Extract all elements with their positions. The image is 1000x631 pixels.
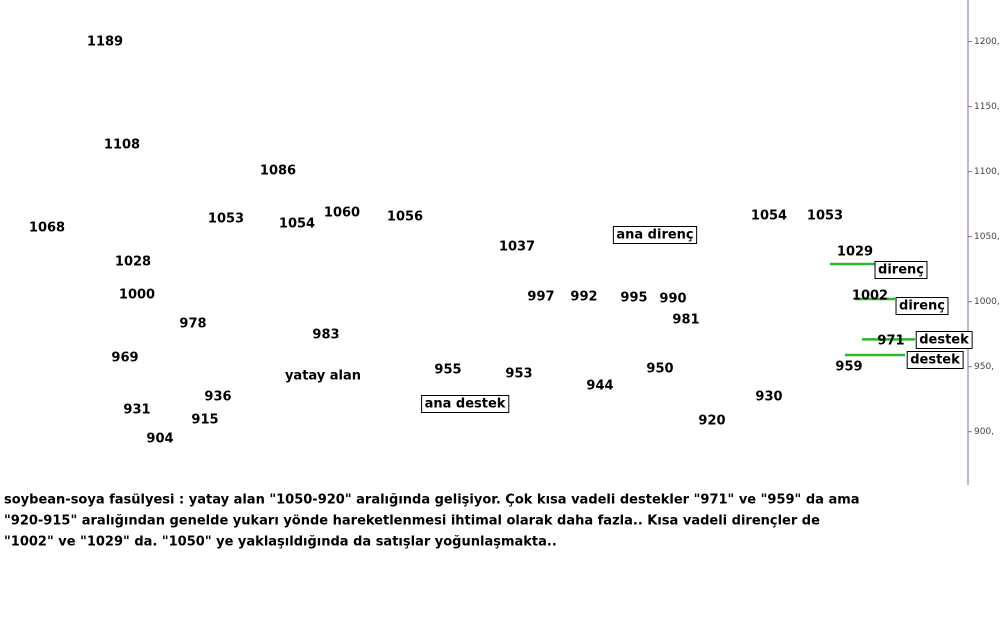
comment-line: soybean-soya fasülyesi : yatay alan "105… <box>4 493 860 508</box>
price-annotation: 1037 <box>499 240 535 255</box>
price-annotation: 983 <box>312 328 339 343</box>
price-annotation: 931 <box>123 403 150 418</box>
price-annotation: 904 <box>146 432 173 447</box>
price-annotation: 995 <box>620 291 647 306</box>
price-annotation: 997 <box>527 290 554 305</box>
price-annotation: 981 <box>672 313 699 328</box>
zone-label: ana destek <box>425 397 506 412</box>
price-annotation: 1189 <box>87 35 123 50</box>
comment-line: "1002" ve "1029" da. "1050" ye yaklaşıld… <box>4 535 557 550</box>
price-annotation: 1053 <box>208 212 244 227</box>
price-annotation: 978 <box>179 317 206 332</box>
price-annotation: 950 <box>646 362 673 377</box>
y-tick-label: 1000, <box>974 297 1000 307</box>
label-box <box>895 297 949 315</box>
price-annotation: 944 <box>586 379 613 394</box>
price-annotation: 920 <box>698 414 725 429</box>
label-box <box>421 395 510 413</box>
level-label: direnç <box>878 263 924 278</box>
price-annotation: 1053 <box>807 209 843 224</box>
price-annotation: 1054 <box>279 217 315 232</box>
label-box <box>906 351 964 369</box>
price-annotation: 1028 <box>115 255 151 270</box>
y-tick-label: 1050, <box>974 232 1000 242</box>
price-annotation: 955 <box>434 363 461 378</box>
overlay: 900, 950, 1000, 1050, 1100, 1150, 1200, direnç d… <box>29 35 1000 447</box>
price-annotation: 969 <box>111 351 138 366</box>
y-tick-label: 1150, <box>974 102 1000 112</box>
price-annotation: 1002 <box>852 289 888 304</box>
level-label: direnç <box>899 299 945 314</box>
price-annotation: 971 <box>877 334 904 349</box>
price-annotation: 1054 <box>751 209 787 224</box>
y-tick-label: 1100, <box>974 167 1000 177</box>
label-box <box>874 261 928 279</box>
price-annotation: 1000 <box>119 288 155 303</box>
price-annotation: 953 <box>505 367 532 382</box>
price-annotation: 1060 <box>324 206 360 221</box>
price-annotation: 915 <box>191 413 218 428</box>
zone-label: ana direnç <box>616 228 693 243</box>
level-label: destek <box>910 353 960 368</box>
comment-line: "920-915" aralığından genelde yukarı yön… <box>4 514 820 529</box>
price-annotation: 1068 <box>29 221 65 236</box>
price-annotation: 936 <box>204 390 231 405</box>
price-annotation: 1056 <box>387 210 423 225</box>
price-annotation: 1086 <box>260 164 296 179</box>
price-annotation: 959 <box>835 360 862 375</box>
price-annotation: 1029 <box>837 245 873 260</box>
price-annotation: 1108 <box>104 138 140 153</box>
y-tick-label: 950, <box>974 362 994 372</box>
y-tick-label: 1200, <box>974 37 1000 47</box>
label-box <box>915 331 973 349</box>
price-annotation: 992 <box>570 290 597 305</box>
range-label: yatay alan <box>285 369 361 384</box>
y-tick-label: 900, <box>974 427 994 437</box>
label-box <box>612 226 698 244</box>
price-annotation: 930 <box>755 390 782 405</box>
level-label: destek <box>919 333 969 348</box>
price-annotation: 990 <box>659 292 686 307</box>
